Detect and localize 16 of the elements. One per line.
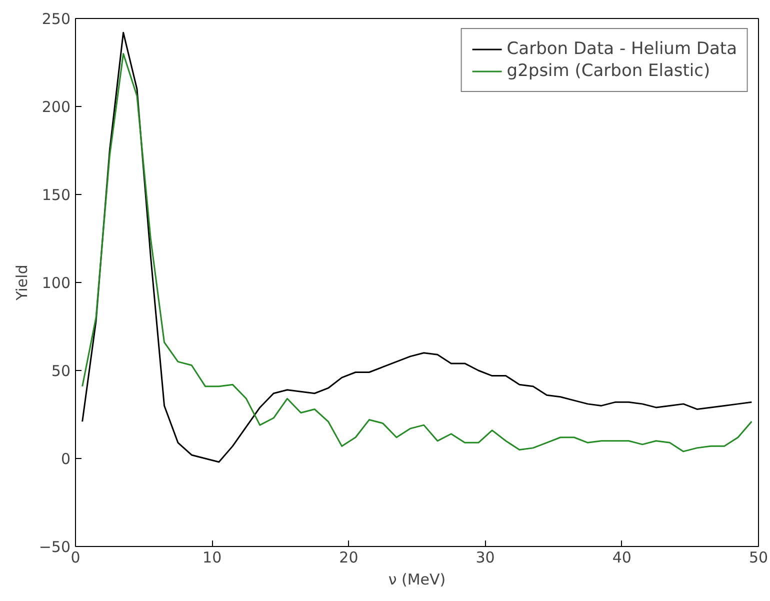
y-tick-label: −50 <box>38 538 70 556</box>
x-axis-title: ν (MeV) <box>388 570 446 588</box>
x-tick-label: 30 <box>476 548 495 566</box>
y-tick-label: 150 <box>42 186 71 204</box>
x-tick-label: 10 <box>202 548 222 566</box>
x-tick-label: 40 <box>612 548 632 566</box>
y-tick-label: 200 <box>42 98 71 116</box>
x-tick-label: 20 <box>339 548 358 566</box>
y-axis-title: Yield <box>12 264 31 302</box>
x-tick-label: 50 <box>748 548 768 566</box>
y-tick-label: 100 <box>42 274 71 292</box>
y-tick-label: 0 <box>60 450 71 468</box>
y-tick-label: 50 <box>51 362 71 380</box>
y-tick-label: 250 <box>42 10 71 28</box>
legend-label: Carbon Data - Helium Data <box>506 39 737 59</box>
legend-label: g2psim (Carbon Elastic) <box>506 61 710 81</box>
